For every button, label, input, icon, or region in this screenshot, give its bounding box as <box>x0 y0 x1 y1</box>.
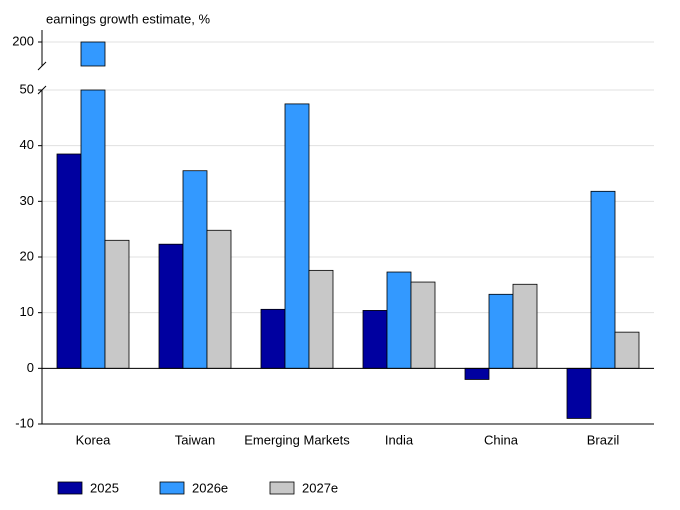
legend-label: 2025 <box>90 480 119 495</box>
bar <box>614 331 640 369</box>
bar <box>182 170 208 369</box>
bar <box>56 153 82 369</box>
axis-break <box>37 61 47 71</box>
legend-swatch <box>57 481 83 495</box>
x-tick-label: Korea <box>76 432 111 447</box>
bar <box>158 243 184 369</box>
y-tick-label: -10 <box>15 415 34 430</box>
x-tick-label: India <box>385 432 414 447</box>
y-tick-label: 20 <box>20 248 34 263</box>
y-tick-label: 50 <box>20 81 34 96</box>
bar <box>512 283 538 369</box>
legend-swatch <box>159 481 185 495</box>
legend-label: 2027e <box>302 480 338 495</box>
y-axis-title: earnings growth estimate, % <box>46 11 210 26</box>
bar <box>362 310 388 369</box>
y-tick-label: 0 <box>27 360 34 375</box>
bar <box>260 308 286 369</box>
bar <box>464 367 490 380</box>
y-tick-label: 40 <box>20 137 34 152</box>
bar <box>386 271 412 369</box>
bar <box>308 269 334 369</box>
axis-break <box>37 85 47 95</box>
bar <box>590 190 616 369</box>
y-tick-label: 10 <box>20 304 34 319</box>
bar <box>104 239 130 369</box>
bar <box>206 229 232 369</box>
bar <box>488 293 514 369</box>
bar <box>566 367 592 419</box>
bar <box>80 89 106 369</box>
bar <box>410 281 436 369</box>
bar <box>284 103 310 369</box>
y-tick-label: 30 <box>20 193 34 208</box>
x-tick-label: Brazil <box>587 432 620 447</box>
y-tick-label: 200 <box>12 33 34 48</box>
legend-swatch <box>269 481 295 495</box>
x-tick-label: Emerging Markets <box>244 432 350 447</box>
x-tick-label: Taiwan <box>175 432 215 447</box>
x-tick-label: China <box>484 432 519 447</box>
legend-label: 2026e <box>192 480 228 495</box>
bar <box>80 41 106 67</box>
